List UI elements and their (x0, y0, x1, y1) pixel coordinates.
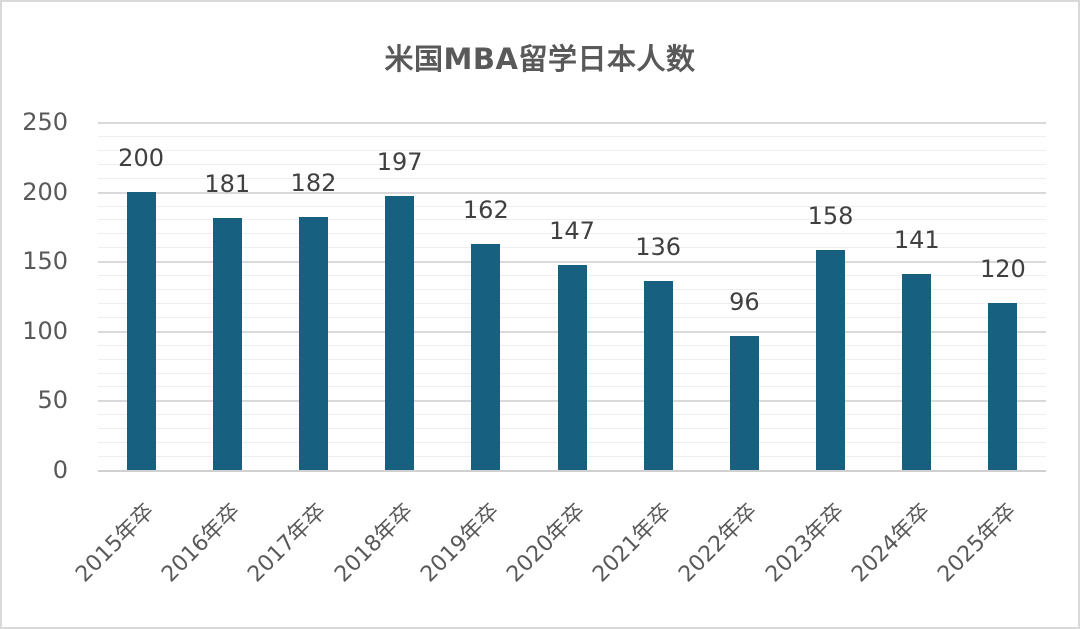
data-label: 120 (980, 254, 1026, 283)
data-label: 141 (893, 225, 940, 254)
minor-gridline (98, 205, 1046, 207)
minor-gridline (98, 233, 1046, 235)
minor-gridline (98, 219, 1046, 221)
plot-area: 200 181 182 197 162 147 136 96 158 141 120 (98, 122, 1046, 472)
data-label: 96 (729, 288, 760, 317)
data-label: 162 (462, 196, 509, 225)
data-label: 182 (290, 168, 337, 197)
minor-gridline (98, 135, 1046, 137)
bar (126, 191, 156, 470)
major-gridline (98, 191, 1046, 194)
bar (729, 336, 759, 470)
bar (988, 302, 1018, 470)
data-label: 158 (807, 202, 854, 231)
major-gridline (98, 122, 1046, 124)
bar (902, 273, 932, 470)
data-label: 181 (204, 170, 251, 199)
bar (385, 195, 415, 470)
minor-gridline (98, 177, 1046, 179)
y-tick-label: 250 (22, 108, 68, 136)
y-tick-label: 100 (22, 316, 68, 345)
x-axis-line (98, 470, 1046, 472)
data-label: 197 (376, 147, 423, 176)
y-tick-label: 0 (52, 456, 68, 484)
minor-gridline (98, 149, 1046, 151)
minor-gridline (98, 163, 1046, 165)
data-label: 147 (549, 217, 595, 246)
bar (643, 280, 673, 470)
major-gridline (98, 261, 1046, 264)
y-tick-label: 200 (22, 177, 68, 206)
minor-gridline (98, 247, 1046, 249)
y-tick-label: 50 (37, 386, 68, 415)
data-label: 136 (635, 232, 682, 261)
bar (557, 265, 587, 470)
y-tick-label: 150 (22, 247, 68, 276)
bar (212, 218, 242, 470)
bar (298, 216, 328, 470)
chart-title: 米国MBA留学日本人数 (384, 42, 696, 76)
data-label: 200 (118, 143, 164, 172)
bar (816, 250, 846, 470)
bar (471, 244, 501, 470)
